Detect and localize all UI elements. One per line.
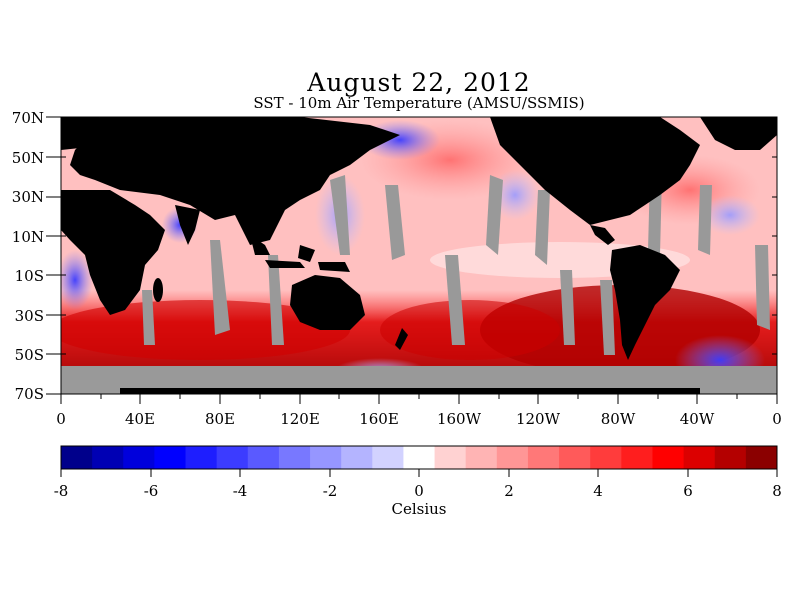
colorbar-swatch xyxy=(61,446,93,469)
colorbar-swatch xyxy=(247,446,280,469)
colorbar-swatch xyxy=(216,446,249,469)
land xyxy=(61,117,777,394)
cbar-label-m8: -8 xyxy=(54,482,69,500)
colorbar-swatch xyxy=(123,446,155,469)
colorbar-swatch xyxy=(278,446,311,469)
colorbar-tick-labels: -8 -6 -4 -2 0 2 4 6 8 xyxy=(54,482,782,500)
missing-data-swaths xyxy=(142,175,770,355)
colorbar-unit-label: Celsius xyxy=(391,500,446,518)
colorbar-swatch xyxy=(683,446,716,469)
lon-label-0: 0 xyxy=(56,410,66,428)
map-subtitle: SST - 10m Air Temperature (AMSU/SSMIS) xyxy=(253,94,585,112)
colorbar-swatch xyxy=(310,446,342,469)
colorbar-swatches xyxy=(61,446,778,469)
lon-label-120e: 120E xyxy=(280,410,320,428)
lon-label-80w: 80W xyxy=(601,410,636,428)
cbar-label-4: 4 xyxy=(593,482,603,500)
lat-label-30n: 30N xyxy=(12,188,44,206)
map-title: August 22, 2012 xyxy=(307,68,531,97)
cbar-label-m4: -4 xyxy=(233,482,248,500)
cbar-label-m2: -2 xyxy=(323,482,338,500)
lat-label-70s: 70S xyxy=(15,385,44,403)
lat-ticks xyxy=(61,116,777,395)
colorbar-swatch xyxy=(621,446,653,469)
cbar-label-m6: -6 xyxy=(144,482,159,500)
colorbar-swatch xyxy=(527,446,560,469)
lon-label-120w: 120W xyxy=(516,410,561,428)
lat-label-70n: 70N xyxy=(12,109,44,127)
colorbar-ticks xyxy=(60,469,778,477)
lat-label-leaders xyxy=(46,116,61,395)
cbar-label-6: 6 xyxy=(683,482,693,500)
colorbar-swatch xyxy=(92,446,124,469)
colorbar-swatch xyxy=(590,446,622,469)
cbar-label-2: 2 xyxy=(504,482,514,500)
lon-label-80e: 80E xyxy=(205,410,235,428)
lon-label-40e: 40E xyxy=(125,410,155,428)
cbar-label-8: 8 xyxy=(772,482,782,500)
colorbar-swatch xyxy=(714,446,747,469)
lon-ticks xyxy=(60,394,778,404)
colorbar-swatch xyxy=(652,446,685,469)
lat-label-10n: 10N xyxy=(12,228,44,246)
map-panel xyxy=(61,117,777,394)
colorbar-swatch xyxy=(465,446,498,469)
colorbar-swatch xyxy=(496,446,529,469)
lat-label-10s: 10S xyxy=(15,267,44,285)
lat-labels: 70N 50N 30N 10N 10S 30S 50S 70S xyxy=(12,109,44,403)
lon-labels: 0 40E 80E 120E 160E 160W 120W 80W 40W 0 xyxy=(56,410,782,428)
lon-label-40w: 40W xyxy=(680,410,715,428)
colorbar-swatch xyxy=(341,446,373,469)
lon-label-0-east: 0 xyxy=(772,410,782,428)
lon-label-160w: 160W xyxy=(437,410,482,428)
lat-label-30s: 30S xyxy=(15,307,44,325)
colorbar-swatch xyxy=(403,446,436,469)
lat-label-50s: 50S xyxy=(15,346,44,364)
lat-label-50n: 50N xyxy=(12,149,44,167)
colorbar-swatch xyxy=(185,446,218,469)
colorbar-swatch xyxy=(372,446,404,469)
lon-label-160e: 160E xyxy=(359,410,399,428)
cbar-label-0: 0 xyxy=(414,482,424,500)
colorbar-swatch xyxy=(745,446,778,469)
colorbar-swatch xyxy=(434,446,467,469)
colorbar-swatch xyxy=(154,446,187,469)
colorbar-swatch xyxy=(559,446,591,469)
